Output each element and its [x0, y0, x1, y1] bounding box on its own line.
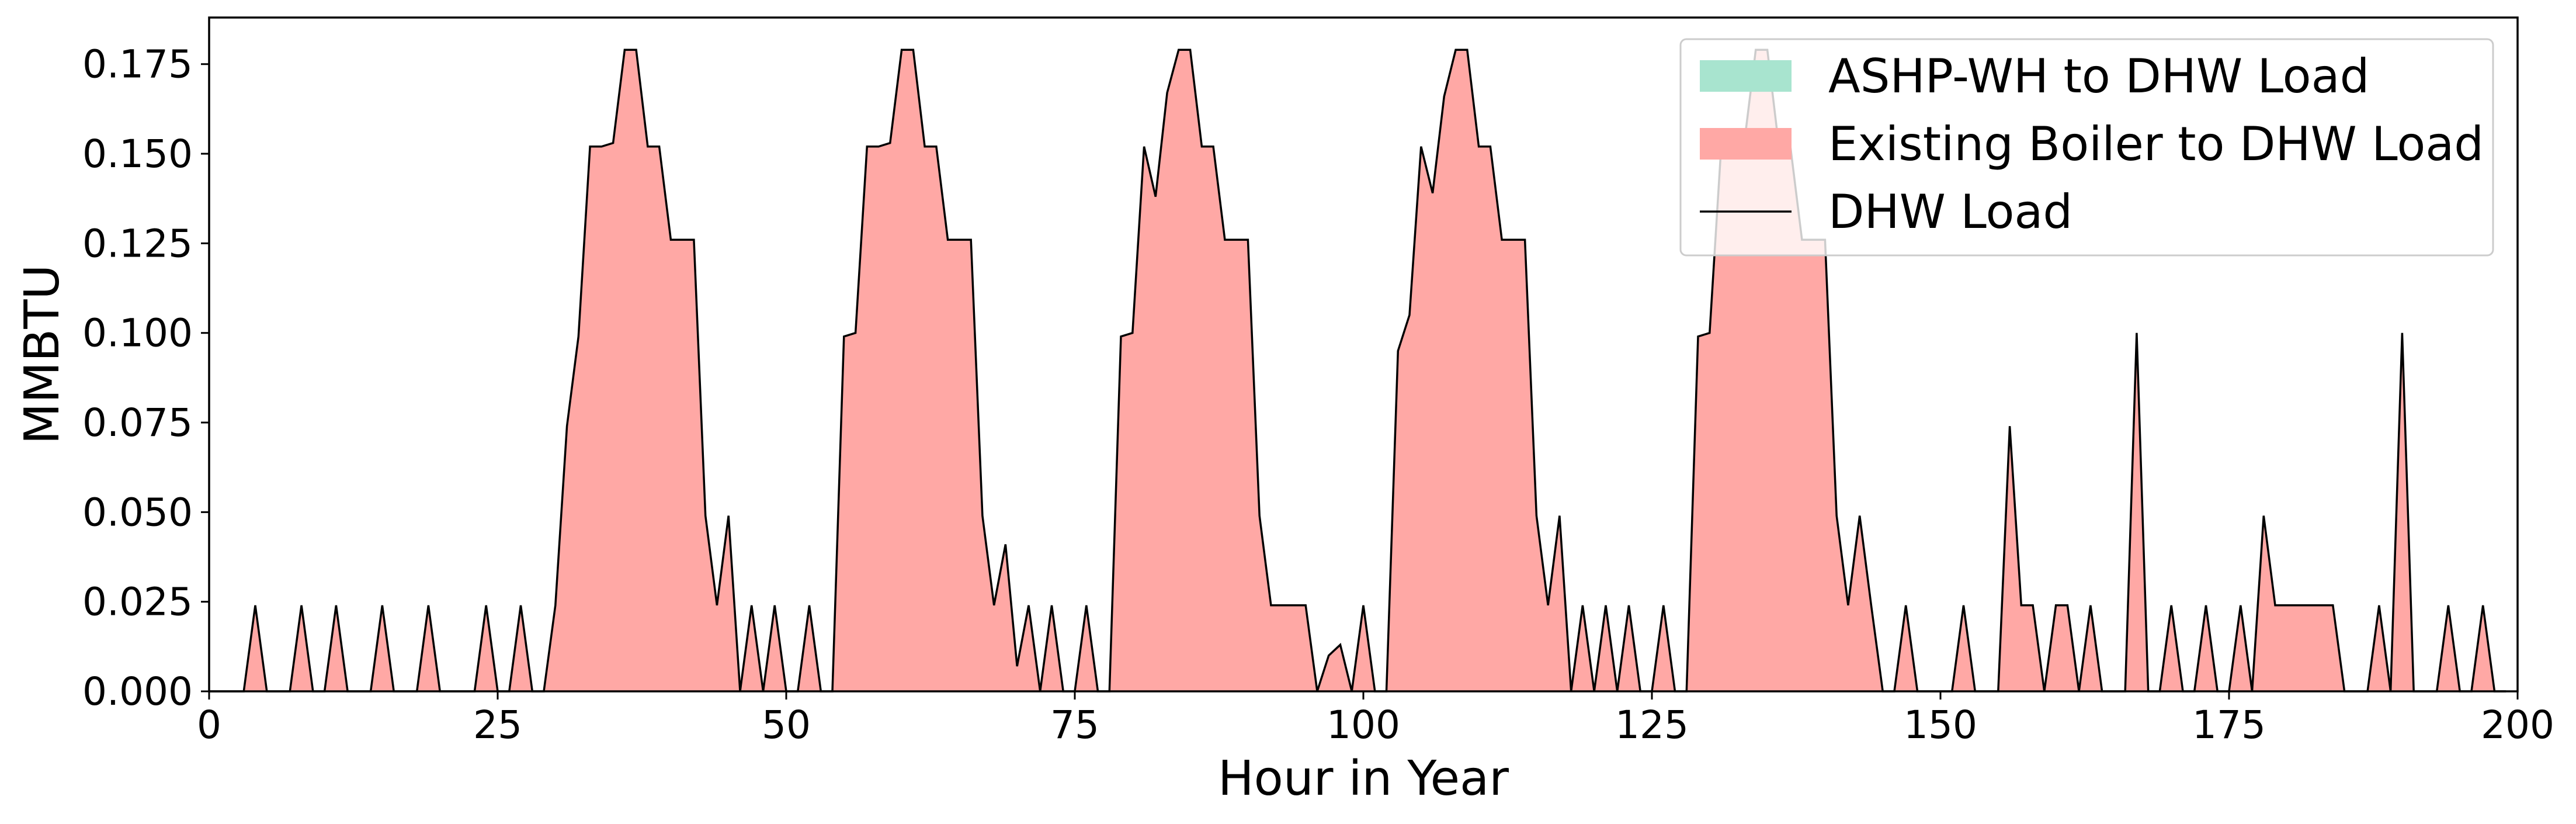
y-tick-label: 0.075 [82, 400, 193, 445]
x-tick-label: 100 [1327, 702, 1400, 747]
y-tick-label: 0.025 [82, 580, 193, 625]
x-tick-label: 50 [762, 702, 811, 747]
y-tick-label: 0.150 [82, 131, 193, 176]
legend: ASHP-WH to DHW Load Existing Boiler to DH… [1679, 38, 2494, 257]
y-axis-title: MMBTU [15, 265, 70, 445]
x-tick-label: 0 [197, 702, 221, 747]
y-tick-label: 0.175 [82, 42, 193, 87]
y-tick-label: 0.050 [82, 490, 193, 535]
legend-box [1679, 38, 2494, 257]
x-tick-label: 150 [1904, 702, 1977, 747]
y-tick-label: 0.125 [82, 221, 193, 266]
x-tick-label: 200 [2481, 702, 2554, 747]
legend-label: ASHP-WH to DHW Load [1828, 49, 2369, 103]
y-tick-label: 0.100 [82, 311, 193, 356]
x-tick-label: 175 [2192, 702, 2266, 747]
legend-label: Existing Boiler to DHW Load [1828, 117, 2484, 171]
x-tick-label: 125 [1615, 702, 1689, 747]
x-axis: 0 25 50 75 100 125 150 175 200 [197, 691, 2554, 747]
x-tick-label: 75 [1050, 702, 1099, 747]
axes-frame [208, 16, 2519, 693]
x-axis-title: Hour in Year [1218, 751, 1509, 806]
y-tick-label: 0.000 [82, 669, 193, 714]
legend-swatch [1700, 60, 1792, 92]
x-tick-label: 25 [473, 702, 522, 747]
y-axis: 0.000 0.025 0.050 0.075 0.100 0.125 0.150 0.175 [82, 42, 209, 714]
legend-label: DHW Load [1828, 185, 2072, 239]
legend-swatch [1700, 128, 1792, 160]
boiler-area [209, 50, 2506, 692]
